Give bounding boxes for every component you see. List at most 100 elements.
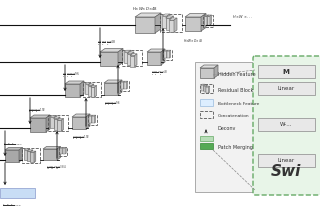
Polygon shape — [162, 14, 170, 16]
Text: Hidden Feature: Hidden Feature — [218, 71, 256, 76]
Polygon shape — [57, 147, 60, 160]
Polygon shape — [19, 147, 22, 162]
Bar — [0, 188, 35, 198]
Polygon shape — [89, 83, 91, 94]
Text: $\frac{H}{4}{\times}\frac{W}{4}{\times}\frac{D}{4}{\times}96$: $\frac{H}{4}{\times}\frac{W}{4}{\times}\… — [62, 71, 80, 80]
Polygon shape — [30, 118, 46, 132]
Polygon shape — [92, 115, 96, 116]
Bar — [88, 115, 97, 125]
Polygon shape — [124, 50, 131, 52]
Polygon shape — [50, 117, 54, 128]
Bar — [160, 14, 182, 32]
Polygon shape — [174, 18, 177, 32]
Polygon shape — [201, 85, 204, 91]
Polygon shape — [124, 52, 129, 63]
Text: Patch Merging: Patch Merging — [218, 144, 253, 150]
Polygon shape — [46, 115, 50, 132]
Polygon shape — [147, 49, 165, 52]
Polygon shape — [92, 84, 94, 95]
Text: Residual Block: Residual Block — [218, 88, 253, 92]
Polygon shape — [207, 15, 212, 16]
Polygon shape — [72, 117, 86, 129]
Text: Linear: Linear — [277, 158, 295, 163]
Polygon shape — [185, 13, 206, 17]
Text: $\frac{H}{8}{\times}\frac{W}{8}{\times}\frac{D}{8}{\times}192$: $\frac{H}{8}{\times}\frac{W}{8}{\times}\… — [28, 106, 46, 115]
Polygon shape — [206, 87, 209, 93]
Text: $\frac{H}{16}{\times}\frac{W}{16}{\times}\frac{D}{16}{\times}384$: $\frac{H}{16}{\times}\frac{W}{16}{\times… — [3, 141, 23, 148]
Polygon shape — [185, 17, 201, 31]
Bar — [163, 50, 172, 60]
Polygon shape — [62, 147, 63, 154]
Polygon shape — [57, 120, 61, 131]
Polygon shape — [28, 149, 30, 160]
Polygon shape — [65, 147, 66, 154]
Polygon shape — [80, 81, 84, 97]
Polygon shape — [27, 150, 33, 151]
Text: Bottleneck Feature: Bottleneck Feature — [218, 102, 260, 106]
Polygon shape — [53, 119, 58, 129]
Polygon shape — [89, 115, 93, 116]
Polygon shape — [30, 115, 50, 118]
Text: W-...: W-... — [280, 122, 292, 127]
Text: $\frac{H}{2}{\times}\frac{W}{2}{\times}\frac{D}{2}{\times}48$: $\frac{H}{2}{\times}\frac{W}{2}{\times}\… — [97, 39, 117, 48]
Polygon shape — [91, 87, 95, 97]
Bar — [195, 62, 290, 192]
Text: $H{\times}W{\times}D{\times}48$: $H{\times}W{\times}D{\times}48$ — [132, 5, 158, 12]
Polygon shape — [210, 15, 212, 25]
Polygon shape — [127, 52, 134, 54]
Polygon shape — [124, 81, 128, 82]
Polygon shape — [204, 15, 209, 16]
Polygon shape — [60, 147, 63, 148]
Polygon shape — [165, 16, 173, 18]
Polygon shape — [24, 149, 30, 150]
Polygon shape — [207, 16, 210, 25]
Bar — [200, 136, 213, 141]
Bar — [200, 84, 213, 93]
Polygon shape — [104, 83, 118, 95]
Bar — [200, 143, 213, 149]
Polygon shape — [169, 20, 174, 32]
Polygon shape — [63, 147, 66, 148]
Text: $H \times W \times ...$: $H \times W \times ...$ — [232, 13, 253, 20]
Polygon shape — [167, 51, 170, 58]
Bar — [203, 15, 213, 27]
Polygon shape — [58, 117, 60, 129]
Polygon shape — [118, 80, 122, 95]
Polygon shape — [5, 150, 19, 162]
Polygon shape — [65, 81, 84, 84]
Polygon shape — [209, 86, 210, 93]
Polygon shape — [204, 84, 205, 91]
Polygon shape — [126, 81, 128, 89]
Polygon shape — [207, 15, 209, 25]
Polygon shape — [171, 16, 173, 30]
Polygon shape — [72, 114, 90, 117]
Text: $\frac{H}{8}{\times}\frac{W}{8}{\times}\frac{D}{8}{\times}192$: $\frac{H}{8}{\times}\frac{W}{8}{\times}\… — [72, 133, 90, 142]
Polygon shape — [94, 115, 96, 123]
Polygon shape — [155, 13, 161, 33]
Text: Linear: Linear — [277, 86, 295, 91]
Polygon shape — [31, 150, 33, 161]
Polygon shape — [200, 68, 214, 78]
Polygon shape — [27, 151, 31, 161]
Bar — [120, 81, 129, 91]
Polygon shape — [167, 14, 170, 28]
Polygon shape — [170, 50, 171, 58]
Polygon shape — [5, 147, 22, 150]
Polygon shape — [85, 83, 91, 84]
Polygon shape — [43, 147, 60, 149]
Polygon shape — [30, 151, 36, 152]
Polygon shape — [124, 82, 126, 89]
Polygon shape — [130, 56, 134, 67]
Polygon shape — [91, 86, 97, 87]
Polygon shape — [57, 119, 63, 120]
Polygon shape — [135, 13, 161, 17]
Polygon shape — [124, 81, 125, 89]
Polygon shape — [165, 18, 171, 30]
Polygon shape — [50, 116, 57, 117]
Polygon shape — [134, 54, 137, 67]
Polygon shape — [161, 49, 165, 65]
Polygon shape — [60, 148, 62, 154]
Polygon shape — [201, 13, 206, 31]
Polygon shape — [63, 148, 65, 154]
FancyBboxPatch shape — [253, 56, 320, 195]
